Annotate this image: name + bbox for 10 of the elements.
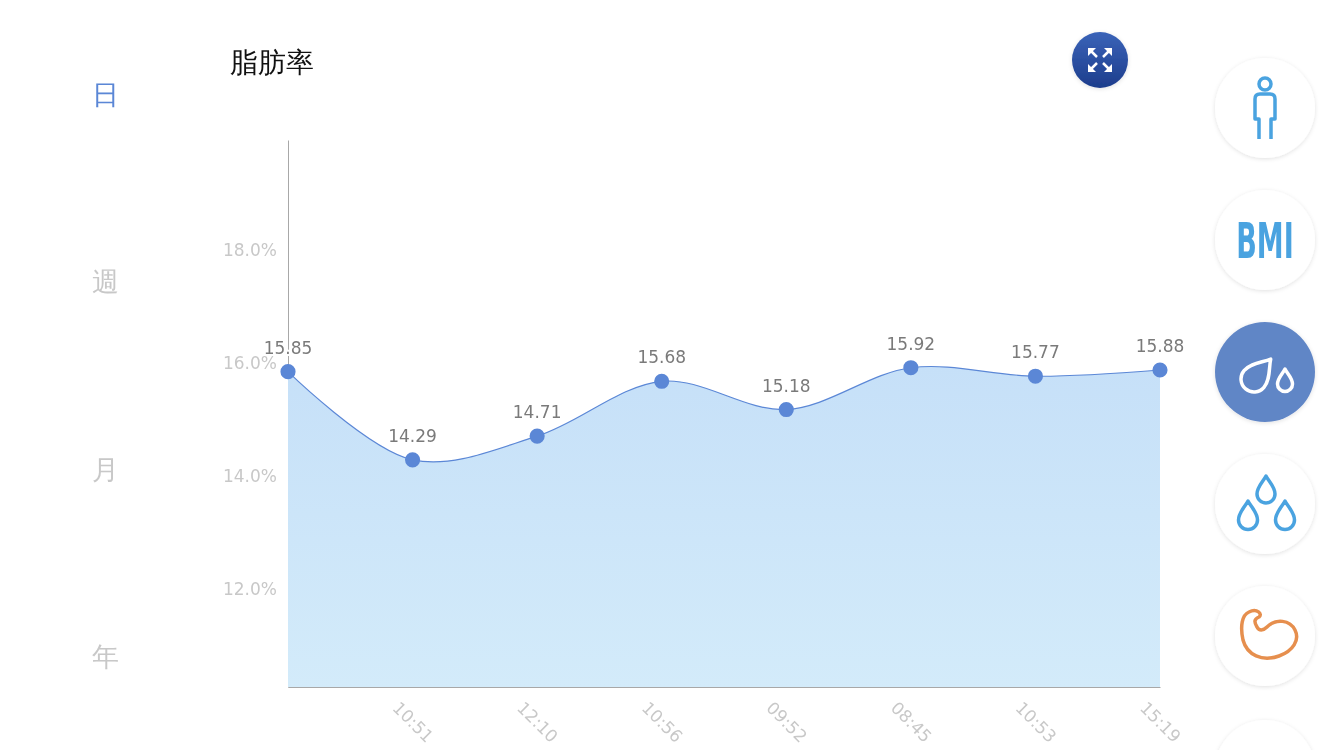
data-label: 15.88 [1135, 335, 1185, 356]
data-label: 15.77 [1011, 342, 1060, 363]
data-label: 14.71 [512, 402, 562, 423]
data-label: 14.29 [388, 425, 437, 446]
data-label: 15.18 [761, 375, 811, 396]
data-label: 15.68 [637, 347, 687, 368]
text: 日 [91, 79, 119, 111]
text: BMI [1236, 211, 1294, 270]
chart-title: 脂肪率 [230, 46, 314, 79]
data-label: 15.92 [886, 333, 936, 354]
